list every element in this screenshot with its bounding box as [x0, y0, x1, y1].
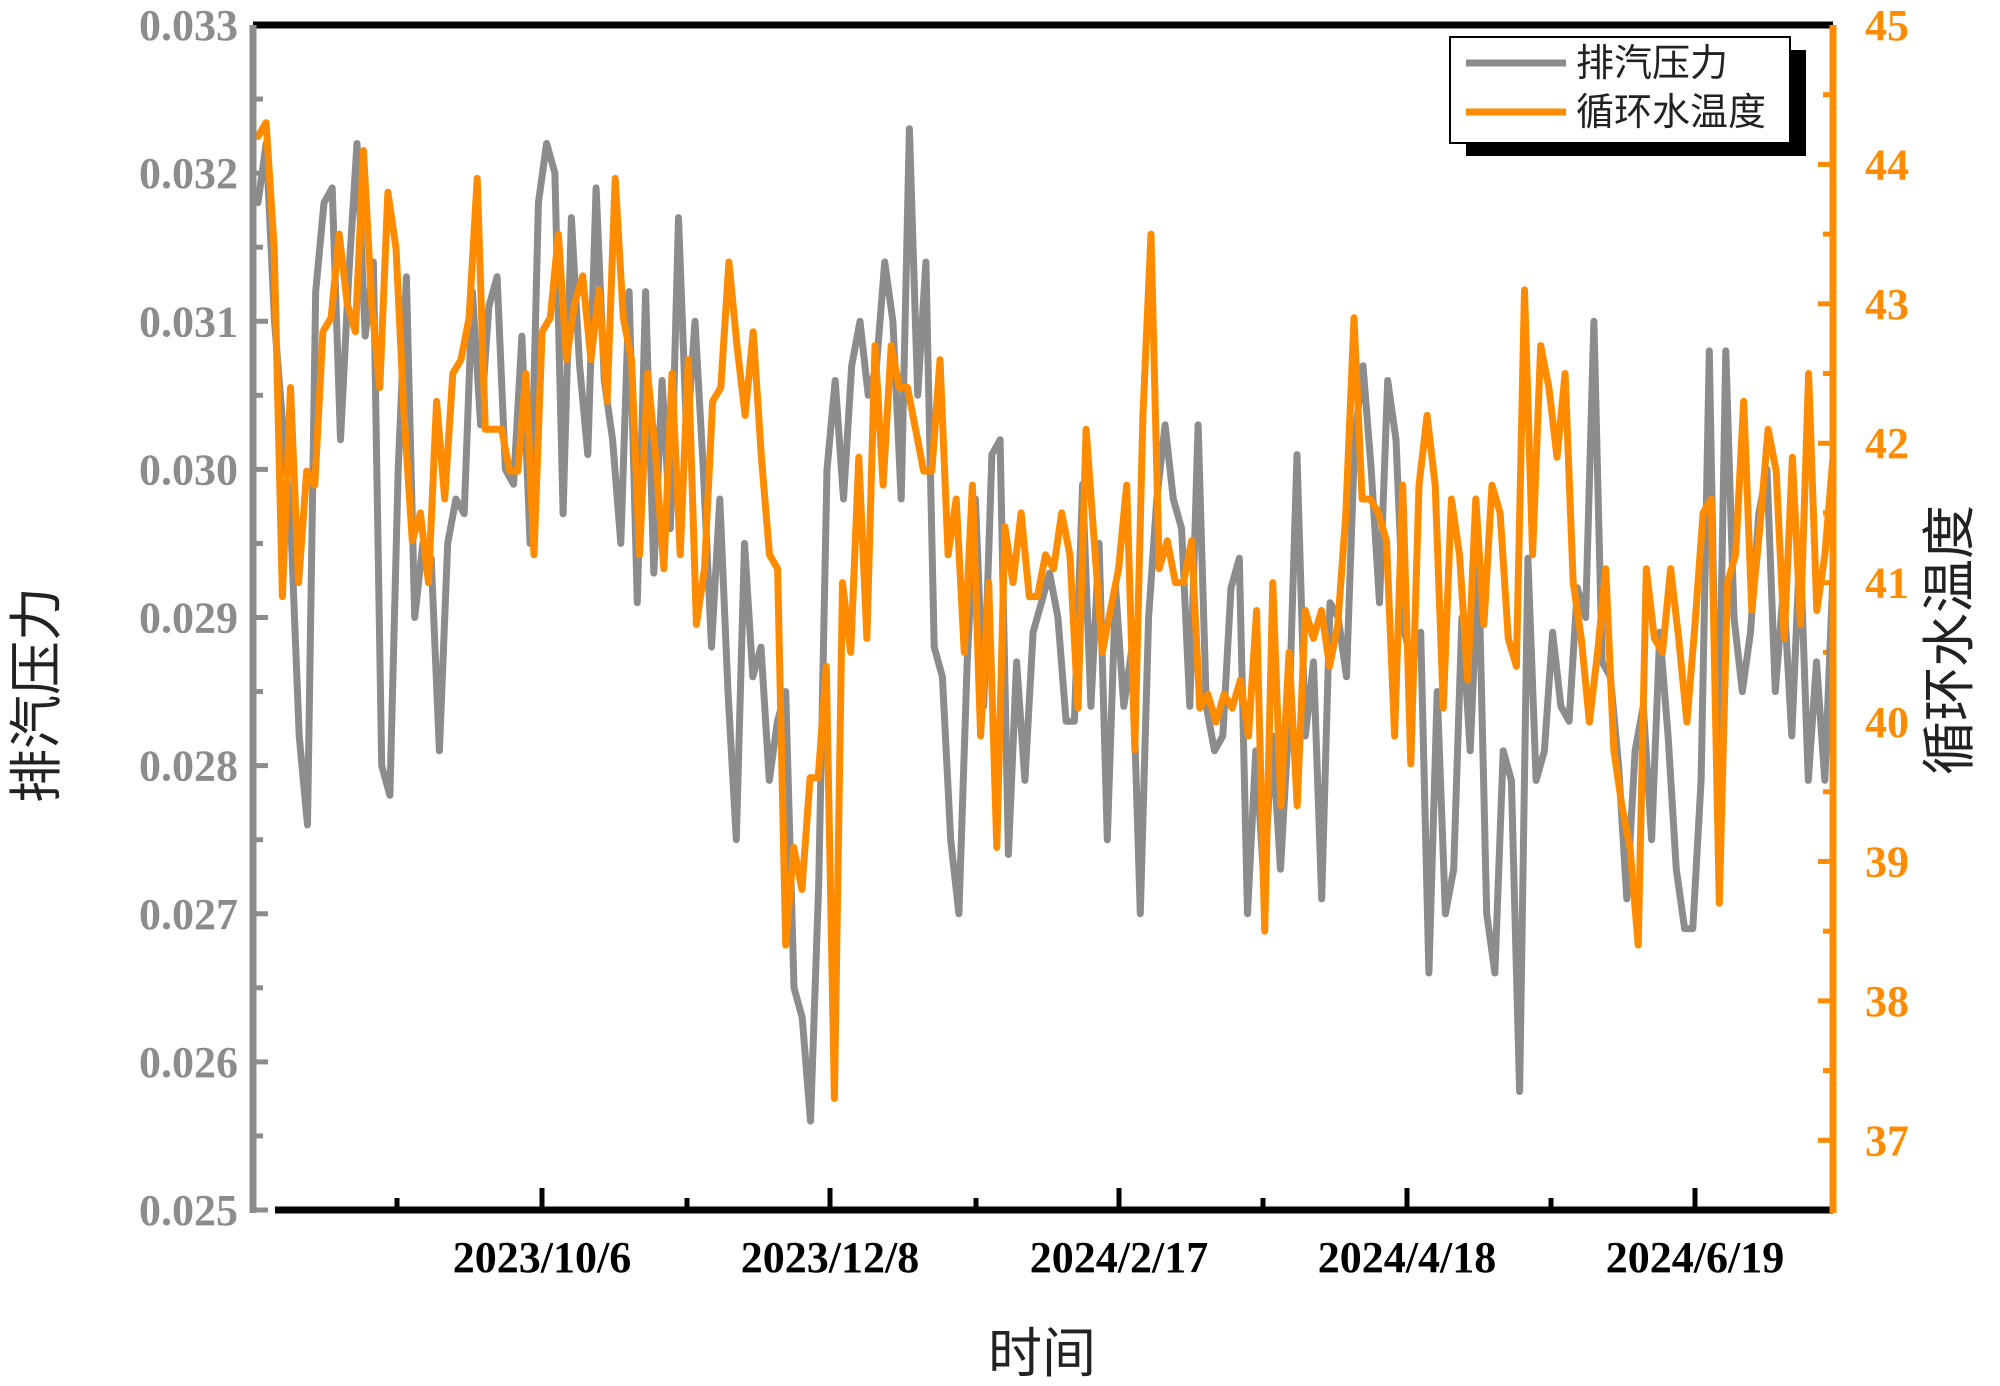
x-tick-label: 2024/4/18	[1318, 1233, 1496, 1282]
x-tick-label: 2024/6/19	[1606, 1233, 1784, 1282]
x-tick-label: 2024/2/17	[1030, 1233, 1208, 1282]
y-left-tick-label: 0.029	[139, 594, 238, 643]
legend-box	[1449, 36, 1791, 144]
y-right-tick-label: 37	[1865, 1116, 1909, 1165]
x-axis-ticks: 2023/10/6 2023/12/8 2024/2/17 2024/4/18 2024…	[394, 1188, 1784, 1282]
y-right-tick-label: 45	[1865, 1, 1909, 50]
x-tick-label: 2023/10/6	[453, 1233, 631, 1282]
y-left-tick-label: 0.027	[139, 890, 238, 939]
x-axis-title: 时间	[988, 1322, 1096, 1385]
legend: 排汽压力 循环水温度	[1449, 36, 1806, 156]
y-left-tick-label: 0.032	[139, 149, 238, 198]
y-right-tick-label: 43	[1865, 280, 1909, 329]
y-left-tick-label: 0.026	[139, 1038, 238, 1087]
y-left-axis-ticks: 0.025 0.026 0.027 0.028 0.029 0.030 0.031 0.032…	[139, 1, 268, 1235]
y-right-tick-label: 38	[1865, 977, 1909, 1026]
legend-label-pressure: 排汽压力	[1576, 41, 1728, 85]
y-left-tick-label: 0.031	[139, 297, 238, 346]
y-right-tick-label: 39	[1865, 837, 1909, 886]
y-left-axis-title: 排汽压力	[5, 587, 68, 803]
y-right-tick-label: 41	[1865, 559, 1909, 608]
series-line-temperature	[254, 119, 1837, 1102]
y-left-tick-label: 0.025	[139, 1186, 238, 1235]
legend-label-temperature: 循环水温度	[1576, 90, 1766, 134]
y-right-tick-label: 40	[1865, 698, 1909, 747]
series-line-pressure	[254, 125, 1837, 1125]
x-tick-label: 2023/12/8	[741, 1233, 919, 1282]
y-left-tick-label: 0.033	[139, 1, 238, 50]
y-right-axis-title: 循环水温度	[1918, 505, 1981, 775]
y-right-tick-label: 42	[1865, 419, 1909, 468]
y-right-tick-label: 44	[1865, 140, 1909, 189]
series-group	[254, 119, 1837, 1125]
y-left-tick-label: 0.030	[139, 445, 238, 494]
y-left-tick-label: 0.028	[139, 742, 238, 791]
